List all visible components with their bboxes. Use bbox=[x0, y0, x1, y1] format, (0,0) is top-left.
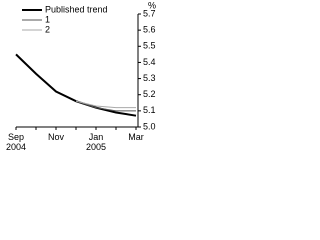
legend-label: Published trend bbox=[45, 4, 108, 14]
y-tick-label: 5.7 bbox=[143, 8, 156, 18]
x-tick-label: Jan 2005 bbox=[85, 132, 107, 152]
series-line bbox=[75, 100, 136, 109]
x-tick-label: Sep 2004 bbox=[5, 132, 27, 152]
y-tick-label: 5.6 bbox=[143, 25, 156, 35]
x-tick-label: Mar bbox=[128, 132, 144, 142]
series-line bbox=[75, 100, 136, 112]
y-unit: % bbox=[148, 0, 156, 10]
y-tick-label: 5.1 bbox=[143, 105, 156, 115]
x-tick-label: Nov bbox=[47, 132, 64, 142]
series-line bbox=[15, 53, 137, 117]
legend-label: 2 bbox=[45, 24, 50, 34]
y-tick-label: 5.5 bbox=[143, 41, 156, 51]
y-tick-label: 5.3 bbox=[143, 73, 156, 83]
plot: % 5.0 5.1 5.2 5.3 5.4 5.5 5.6 5.7 Published tren… bbox=[15, 0, 156, 131]
y-tick-label: 5.4 bbox=[143, 57, 156, 67]
chart: % 5.0 5.1 5.2 5.3 5.4 5.5 5.6 5.7 Published tren… bbox=[0, 0, 166, 166]
legend-label: 1 bbox=[45, 14, 50, 24]
y-tick-label: 5.0 bbox=[143, 121, 156, 131]
y-tick-label: 5.2 bbox=[143, 89, 156, 99]
